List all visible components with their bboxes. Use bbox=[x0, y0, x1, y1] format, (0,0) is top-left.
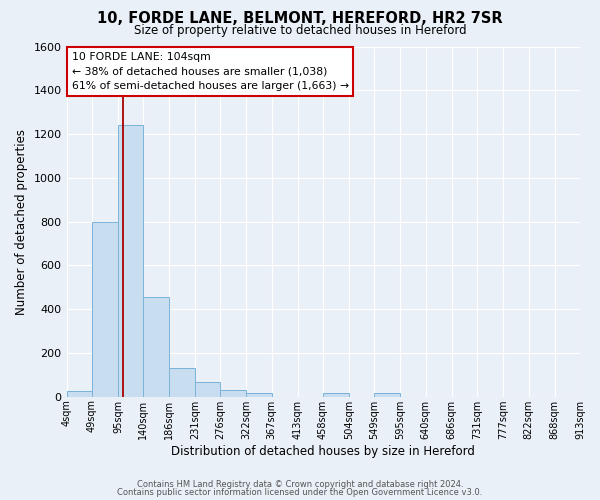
Bar bbox=[246, 394, 272, 396]
Y-axis label: Number of detached properties: Number of detached properties bbox=[15, 128, 28, 314]
Bar bbox=[169, 368, 195, 396]
Bar bbox=[143, 297, 169, 396]
Bar bbox=[92, 222, 118, 396]
Text: 10 FORDE LANE: 104sqm
← 38% of detached houses are smaller (1,038)
61% of semi-d: 10 FORDE LANE: 104sqm ← 38% of detached … bbox=[71, 52, 349, 92]
Bar bbox=[374, 394, 400, 396]
X-axis label: Distribution of detached houses by size in Hereford: Distribution of detached houses by size … bbox=[172, 444, 475, 458]
Text: Contains HM Land Registry data © Crown copyright and database right 2024.: Contains HM Land Registry data © Crown c… bbox=[137, 480, 463, 489]
Text: 10, FORDE LANE, BELMONT, HEREFORD, HR2 7SR: 10, FORDE LANE, BELMONT, HEREFORD, HR2 7… bbox=[97, 11, 503, 26]
Bar bbox=[118, 126, 143, 396]
Bar bbox=[67, 391, 92, 396]
Bar bbox=[195, 382, 220, 396]
Bar bbox=[220, 390, 246, 396]
Bar bbox=[323, 394, 349, 396]
Text: Size of property relative to detached houses in Hereford: Size of property relative to detached ho… bbox=[134, 24, 466, 37]
Text: Contains public sector information licensed under the Open Government Licence v3: Contains public sector information licen… bbox=[118, 488, 482, 497]
